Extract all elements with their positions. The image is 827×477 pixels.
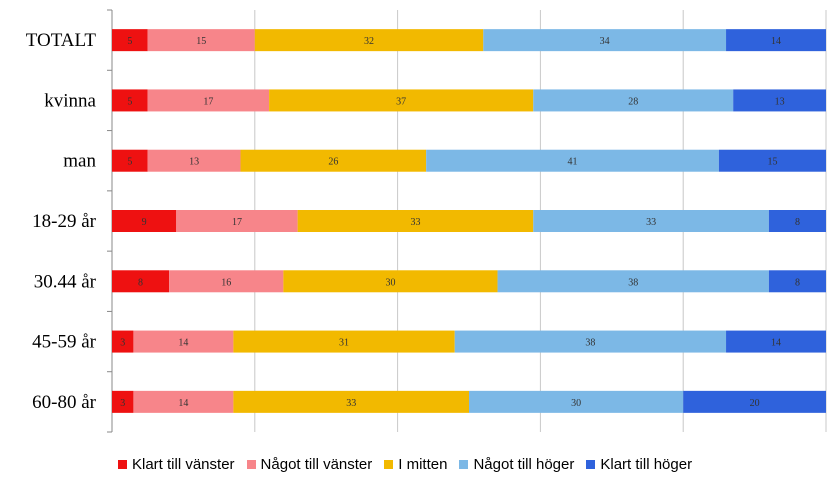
legend-swatch [246, 460, 256, 469]
data-label: 33 [346, 398, 356, 409]
bar-segment [718, 149, 826, 172]
data-label: 33 [646, 217, 656, 228]
legend-item: Klart till vänster [118, 456, 235, 473]
bar-segment [169, 270, 284, 293]
data-label: 31 [339, 338, 349, 349]
bar-segment [112, 149, 148, 172]
bar-segment [454, 330, 727, 353]
bar-segment [133, 330, 234, 353]
bar-segment [469, 390, 684, 413]
category-label: 18-29 år [32, 211, 97, 232]
legend-item: Något till höger [459, 456, 574, 473]
data-label: 28 [628, 96, 638, 107]
bar-segment [112, 89, 148, 112]
data-label: 34 [600, 36, 610, 47]
bar-segment [768, 270, 826, 293]
data-label: 13 [189, 157, 199, 168]
data-label: 14 [178, 398, 188, 409]
data-label: 14 [771, 338, 781, 349]
legend-item: I mitten [384, 456, 447, 473]
legend-label: I mitten [398, 456, 448, 473]
legend-item: Klart till höger [586, 456, 692, 473]
data-label: 13 [775, 96, 785, 107]
data-label: 17 [232, 217, 242, 228]
category-label: 30.44 år [34, 271, 97, 292]
bar-segment [112, 210, 177, 232]
category-label: 60-80 år [32, 392, 97, 413]
data-label: 14 [178, 338, 188, 349]
data-label: 38 [628, 277, 638, 288]
legend-swatch [586, 460, 596, 469]
legend-swatch [384, 460, 394, 469]
data-label: 9 [142, 217, 147, 228]
bar-segment [269, 89, 534, 112]
legend-label: Något till vänster [260, 456, 373, 473]
bar-segment [683, 390, 826, 413]
data-label: 5 [127, 157, 132, 168]
category-label: TOTALT [26, 30, 97, 51]
category-label: 45-59 år [32, 332, 97, 353]
data-label: 37 [396, 96, 406, 107]
bar-segment [297, 210, 534, 232]
data-label: 26 [328, 157, 338, 168]
bar-segment [726, 330, 826, 353]
legend-label: Klart till höger [600, 456, 693, 473]
bar-segment [112, 29, 148, 52]
data-label: 3 [120, 398, 125, 409]
data-label: 15 [196, 36, 206, 47]
bar-segment [233, 390, 469, 413]
data-label: 14 [771, 36, 781, 47]
data-label: 20 [750, 398, 760, 409]
bar-segment [233, 330, 455, 353]
category-label: kvinna [44, 90, 96, 111]
data-label: 16 [221, 277, 231, 288]
bar-segment [733, 89, 826, 112]
data-label: 8 [138, 277, 143, 288]
bar-segment [283, 270, 498, 293]
bar-segment [147, 29, 255, 52]
bar-segment [533, 89, 734, 112]
bar-segment [176, 210, 298, 232]
legend: Klart till vänster Något till vänster I mi… [118, 456, 692, 473]
data-label: 38 [585, 338, 595, 349]
data-label: 41 [568, 157, 578, 168]
data-label: 32 [364, 36, 374, 47]
data-label: 5 [127, 96, 132, 107]
legend-item: Något till vänster [246, 456, 373, 473]
data-label: 17 [203, 96, 213, 107]
bar-segment [147, 89, 270, 112]
bar-segment [497, 270, 769, 293]
category-label: man [63, 151, 96, 172]
data-label: 33 [410, 217, 420, 228]
bar-segment [483, 29, 727, 52]
bar-segment [112, 330, 134, 353]
bar-segment [240, 149, 427, 172]
legend-swatch [459, 460, 469, 469]
data-label: 3 [120, 338, 125, 349]
legend-label: Något till höger [473, 456, 575, 473]
legend-swatch [118, 460, 127, 469]
data-label: 15 [767, 157, 777, 168]
bar-segment [426, 149, 719, 172]
legend-label: Klart till vänster [132, 456, 235, 473]
data-label: 30 [571, 398, 581, 409]
data-label: 5 [127, 36, 132, 47]
bar-segment [533, 210, 769, 232]
bar-segment [112, 270, 170, 293]
bar-segment [147, 149, 241, 172]
bar-segment [768, 210, 826, 232]
bar-segment [112, 390, 134, 413]
bar-segment [133, 390, 234, 413]
bar-segment [254, 29, 484, 52]
data-label: 8 [795, 277, 800, 288]
bar-segment [726, 29, 826, 52]
data-label: 30 [385, 277, 395, 288]
data-label: 8 [795, 217, 800, 228]
